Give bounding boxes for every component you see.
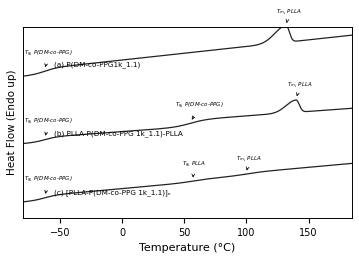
X-axis label: Temperature (°C): Temperature (°C) [139, 243, 236, 253]
Text: $T_{g}$, P(DM-co-PPG): $T_{g}$, P(DM-co-PPG) [24, 49, 73, 67]
Text: $T_{m}$, PLLA: $T_{m}$, PLLA [236, 154, 262, 170]
Text: $T_{g}$, P(DM-co-PPG): $T_{g}$, P(DM-co-PPG) [24, 117, 73, 135]
Text: (a) P(DM-co-PPG1k_1.1): (a) P(DM-co-PPG1k_1.1) [53, 61, 140, 68]
Y-axis label: Heat Flow (Endo up): Heat Flow (Endo up) [7, 70, 17, 175]
Text: $T_{g}$, P(DM-co-PPG): $T_{g}$, P(DM-co-PPG) [176, 101, 224, 119]
Text: $T_{m}$, PLLA: $T_{m}$, PLLA [276, 8, 302, 22]
Text: (b) PLLA-P(DM-co-PPG 1k_1.1)-PLLA: (b) PLLA-P(DM-co-PPG 1k_1.1)-PLLA [53, 131, 182, 138]
Text: $T_{g}$, P(DM-co-PPG): $T_{g}$, P(DM-co-PPG) [24, 175, 73, 193]
Text: (c) [PLLA-P(DM-co-PPG 1k_1.1)]ₙ: (c) [PLLA-P(DM-co-PPG 1k_1.1)]ₙ [53, 189, 170, 196]
Text: $T_{m}$, PLLA: $T_{m}$, PLLA [288, 80, 313, 96]
Text: $T_{g}$, PLLA: $T_{g}$, PLLA [182, 160, 206, 177]
